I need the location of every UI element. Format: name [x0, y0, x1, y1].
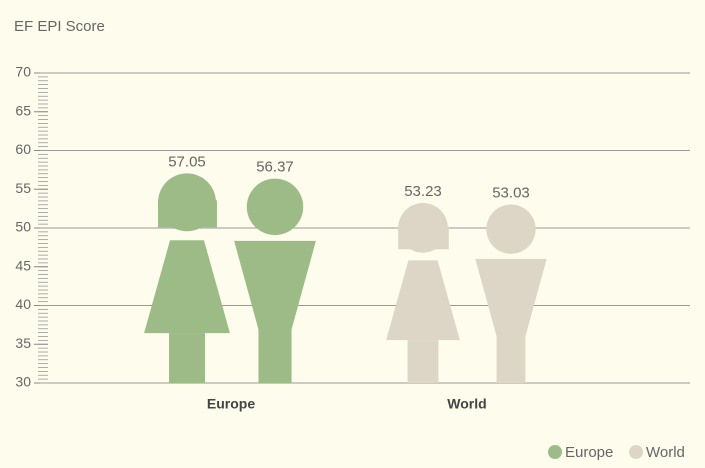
figure-body [234, 240, 316, 383]
y-tick-label: 60 [15, 141, 31, 157]
legend-label: World [646, 444, 685, 461]
y-tick-label: 40 [15, 296, 31, 312]
figure-hair [398, 226, 449, 250]
y-tick-label: 45 [15, 257, 31, 273]
legend-swatch [548, 445, 562, 459]
y-tick-label: 65 [15, 102, 31, 118]
figure-head [486, 204, 536, 254]
chart-title: EF EPI Score [14, 18, 105, 35]
female-figure [386, 202, 460, 383]
value-label: 53.23 [404, 183, 442, 200]
figure-hair [158, 200, 217, 228]
male-figure [475, 204, 547, 383]
female-figure [144, 173, 230, 383]
figure-body [475, 258, 547, 383]
x-tick-label: Europe [207, 396, 255, 412]
y-tick-label: 50 [15, 219, 31, 235]
x-tick-label: World [447, 396, 486, 412]
figure-legs [407, 340, 439, 383]
figure-legs [169, 333, 205, 383]
y-tick-label: 55 [15, 180, 31, 196]
value-label: 56.37 [256, 159, 294, 176]
figure-head [246, 178, 304, 236]
value-label: 57.05 [168, 153, 206, 170]
legend-label: Europe [565, 444, 613, 461]
y-tick-label: 30 [15, 374, 31, 390]
y-tick-label: 35 [15, 335, 31, 351]
male-figure [234, 178, 316, 383]
y-tick-label: 70 [15, 64, 31, 80]
figure-body [144, 240, 230, 334]
legend-swatch [629, 445, 643, 459]
value-label: 53.03 [492, 184, 530, 201]
figure-body [386, 260, 460, 341]
